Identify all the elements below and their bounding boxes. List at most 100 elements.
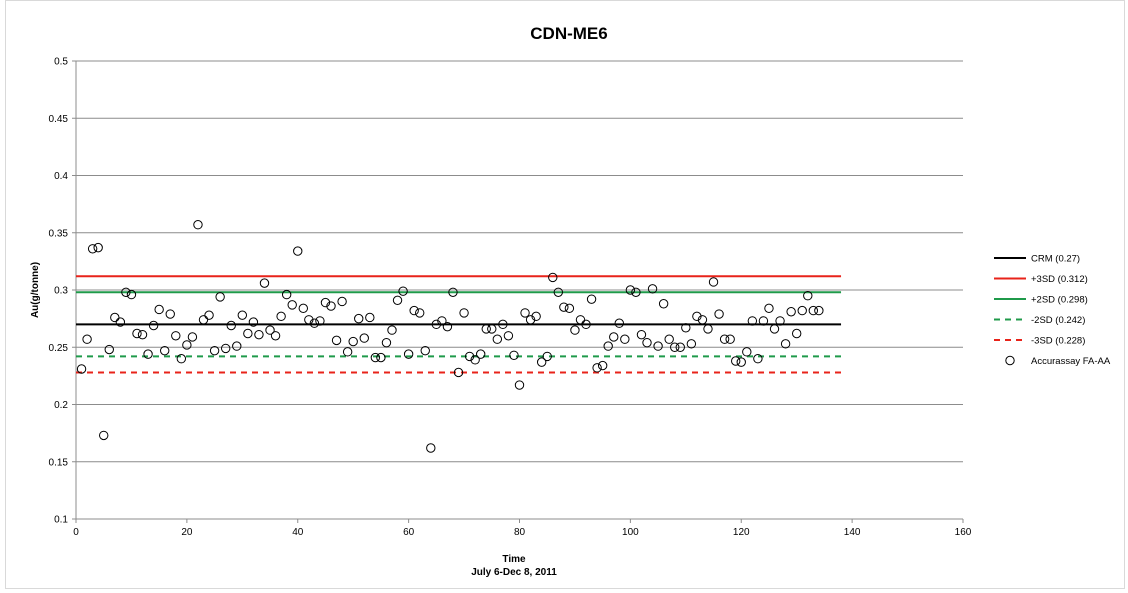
data-point bbox=[220, 343, 231, 354]
data-point bbox=[165, 309, 175, 319]
data-point bbox=[791, 328, 802, 339]
data-point bbox=[215, 292, 225, 302]
data-point bbox=[337, 296, 347, 307]
data-point bbox=[132, 328, 142, 339]
data-point bbox=[459, 308, 469, 318]
data-point bbox=[209, 345, 220, 356]
legend-label: Accurassay FA-AA bbox=[1031, 356, 1111, 367]
data-point bbox=[786, 307, 796, 317]
data-point bbox=[437, 316, 447, 326]
data-point bbox=[470, 355, 480, 365]
data-point bbox=[769, 324, 780, 334]
data-point bbox=[586, 294, 597, 304]
data-point bbox=[237, 310, 248, 320]
data-point bbox=[276, 311, 286, 322]
data-point bbox=[298, 303, 308, 314]
data-point bbox=[121, 287, 131, 297]
data-point bbox=[398, 286, 408, 296]
data-point bbox=[536, 357, 547, 367]
data-point bbox=[392, 295, 403, 306]
data-point bbox=[176, 354, 187, 364]
data-point bbox=[87, 244, 98, 254]
data-point bbox=[293, 246, 303, 256]
data-point bbox=[520, 308, 530, 318]
data-point bbox=[575, 315, 586, 325]
data-point bbox=[342, 347, 353, 357]
data-point bbox=[664, 334, 674, 344]
data-point bbox=[614, 318, 624, 328]
x-tick-label: 160 bbox=[955, 527, 972, 538]
data-point bbox=[82, 334, 92, 344]
x-tick-label: 100 bbox=[622, 527, 639, 538]
data-point bbox=[204, 310, 214, 320]
x-tick-label: 80 bbox=[514, 527, 526, 538]
data-point bbox=[803, 291, 813, 301]
x-tick-label: 140 bbox=[844, 527, 861, 538]
y-axis-label: Au(g/tonne) bbox=[30, 262, 41, 318]
data-point bbox=[686, 339, 697, 349]
data-point bbox=[498, 319, 508, 330]
data-point bbox=[548, 272, 558, 283]
data-point bbox=[808, 305, 819, 316]
legend-swatch bbox=[1005, 355, 1015, 366]
data-point bbox=[525, 315, 536, 325]
data-point bbox=[647, 284, 658, 294]
data-point bbox=[171, 331, 181, 341]
data-point bbox=[559, 302, 569, 312]
data-point bbox=[670, 342, 680, 352]
data-point bbox=[281, 289, 292, 300]
data-point bbox=[797, 305, 807, 316]
data-point bbox=[703, 324, 713, 334]
y-tick-label: 0.35 bbox=[49, 228, 69, 239]
data-point bbox=[359, 333, 369, 343]
data-point bbox=[448, 287, 458, 297]
data-point bbox=[126, 289, 137, 300]
data-point bbox=[492, 334, 503, 344]
data-point bbox=[226, 320, 236, 331]
data-point bbox=[592, 363, 602, 373]
data-point bbox=[287, 300, 297, 310]
data-point bbox=[154, 304, 164, 315]
data-point bbox=[475, 349, 486, 359]
scatter-chart: CDN-ME6 0.10.150.20.250.30.350.40.450.5 … bbox=[30, 24, 1111, 578]
reference-lines bbox=[76, 275, 842, 374]
data-point bbox=[248, 317, 259, 327]
data-point bbox=[714, 309, 724, 319]
data-point bbox=[182, 340, 192, 350]
legend-label: +3SD (0.312) bbox=[1031, 274, 1088, 285]
data-point bbox=[609, 332, 619, 342]
data-point bbox=[780, 339, 791, 349]
data-point bbox=[326, 301, 336, 311]
y-tick-label: 0.4 bbox=[54, 171, 68, 182]
data-point bbox=[304, 315, 314, 325]
data-point bbox=[93, 242, 103, 253]
x-tick-labels: 0 20 40 60 80 100 120 140 160 bbox=[73, 527, 972, 538]
data-point bbox=[348, 336, 358, 347]
data-point bbox=[753, 354, 763, 364]
axes bbox=[72, 60, 964, 523]
data-point bbox=[143, 349, 153, 359]
legend: CRM (0.27) +3SD (0.312) +2SD (0.298) -2SD (… bbox=[994, 254, 1111, 367]
data-point bbox=[681, 323, 691, 333]
data-point bbox=[742, 347, 752, 357]
data-point bbox=[148, 320, 159, 331]
data-point bbox=[259, 278, 270, 288]
data-point bbox=[531, 311, 541, 322]
x-tick-label: 120 bbox=[733, 527, 750, 538]
y-tick-label: 0.2 bbox=[54, 400, 68, 411]
x-axis-label: Time bbox=[502, 554, 526, 565]
data-point bbox=[198, 315, 209, 325]
data-point bbox=[642, 337, 652, 348]
y-tick-label: 0.3 bbox=[54, 286, 68, 297]
data-point bbox=[365, 312, 375, 323]
data-point bbox=[625, 285, 636, 295]
data-point bbox=[420, 345, 430, 356]
data-point bbox=[99, 430, 109, 441]
data-point bbox=[187, 332, 198, 342]
data-point bbox=[431, 319, 442, 330]
data-point bbox=[376, 352, 386, 363]
data-point bbox=[731, 356, 741, 366]
data-point bbox=[708, 277, 719, 287]
data-point bbox=[725, 334, 735, 344]
data-point bbox=[747, 316, 758, 326]
